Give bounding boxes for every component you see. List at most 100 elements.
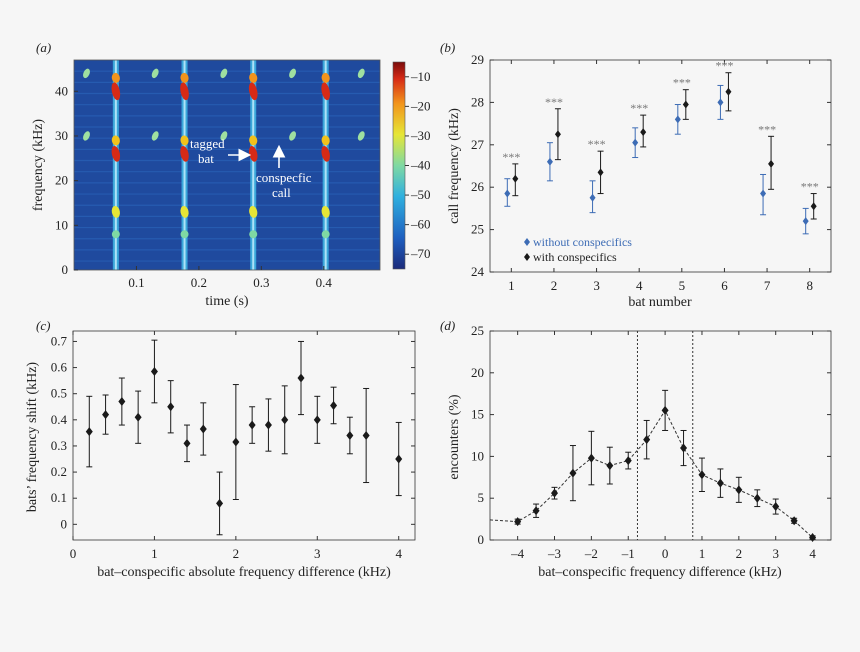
a-x-tick-label: 0.1 [128, 275, 144, 290]
significance-stars: *** [673, 76, 691, 90]
d-point [809, 532, 817, 542]
d-point [661, 405, 669, 415]
significance-stars: *** [588, 137, 606, 151]
c-point [346, 431, 354, 440]
d-point [735, 485, 743, 495]
conspecific-label-line1: conspecfic [256, 170, 312, 185]
call-harmonic-blob [111, 72, 120, 83]
c-point [216, 498, 224, 508]
call-harmonic-blob [111, 145, 121, 162]
conspecific-call-mark [357, 131, 365, 141]
colorbar-tick-label: –10 [410, 69, 431, 84]
d-y-tick-label: 20 [471, 365, 484, 380]
call-harmonic-blob [111, 82, 121, 101]
legend-label-without: without conspecifics [533, 235, 632, 249]
a-y-ticks: 0 10 20 30 40 [55, 83, 78, 277]
d-y-tick-label: 5 [478, 490, 485, 505]
call-vertical-core [324, 60, 327, 270]
a-y-tick-label: 10 [55, 217, 68, 232]
tagged-bat-label-line2: bat [198, 151, 214, 166]
c-point [362, 431, 370, 440]
call-vertical-core [114, 60, 117, 270]
d-point [753, 493, 761, 503]
b-x-tick-label: 6 [721, 278, 728, 293]
colorbar-tick-label: –30 [410, 128, 431, 143]
call-harmonic-blob [180, 82, 189, 101]
d-y-tick-label: 10 [471, 448, 484, 463]
b-ticks: 1 2 3 4 5 6 7 8 24 25 26 27 28 29 [471, 52, 831, 293]
d-x-label: bat–conspecific frequency difference (kH… [538, 565, 782, 580]
b-y-tick-label: 26 [471, 179, 485, 194]
b-x-tick-label: 8 [806, 278, 813, 293]
b-point [682, 100, 689, 109]
c-y-label: bats’ frequency shift (kHz) [25, 362, 40, 513]
b-y-label: call frequency (kHz) [447, 108, 462, 224]
conspecific-call-mark [151, 131, 159, 141]
call-harmonic-blob [180, 135, 189, 146]
c-y-tick-label: 0.2 [51, 464, 67, 479]
b-point [768, 159, 775, 168]
b-point [512, 174, 519, 183]
call-harmonic-blob [248, 82, 258, 101]
b-point [597, 168, 604, 177]
conspecific-call-mark [151, 68, 159, 79]
b-point [810, 202, 817, 211]
c-point [199, 424, 207, 434]
a-x-tick-label: 0.2 [191, 275, 207, 290]
a-y-tick-label: 0 [62, 262, 69, 277]
call-harmonic-blob [111, 135, 120, 146]
b-point [760, 189, 767, 198]
b-point [717, 98, 724, 107]
c-ticks: 0 1 2 3 4 0 0.1 0.2 0.3 0.4 0.5 0.6 0.7 [51, 331, 415, 561]
significance-stars: *** [502, 150, 520, 164]
d-point [643, 435, 651, 445]
b-point [632, 138, 639, 147]
colorbar-tick-label: –50 [410, 187, 431, 202]
d-point [698, 470, 706, 480]
b-x-tick-label: 5 [679, 278, 686, 293]
conspecific-call-mark [83, 68, 90, 79]
b-point [589, 193, 596, 202]
d-y-tick-label: 25 [471, 323, 484, 338]
significance-stars: *** [801, 180, 819, 194]
tagged-bat-label-line1: tagged [190, 136, 225, 151]
c-y-tick-label: 0.5 [51, 386, 67, 401]
call-harmonic-blob [180, 230, 189, 239]
a-x-tick-label: 0.3 [253, 275, 269, 290]
d-ticks: –4 –3 –2 –1 0 1 2 3 4 0 5 10 15 20 25 [471, 323, 831, 561]
a-y-tick-label: 40 [55, 83, 68, 98]
d-x-tick-label: 4 [809, 546, 816, 561]
a-x-tick-label: 0.4 [316, 275, 333, 290]
c-x-tick-label: 0 [70, 546, 77, 561]
c-x-tick-label: 4 [395, 546, 402, 561]
panel-c: (c) 0 1 2 3 4 0 0.1 0.2 0.3 0.4 0.5 0.6 0.7 bat–cons… [25, 318, 416, 580]
d-point [716, 478, 724, 488]
b-point [802, 217, 809, 226]
d-y-label: encounters (%) [447, 394, 462, 479]
significance-stars: *** [545, 95, 563, 109]
call-harmonic-blob [321, 205, 330, 218]
d-x-tick-label: 2 [736, 546, 743, 561]
call-harmonic-blob [249, 72, 258, 83]
a-y-label: frequency (kHz) [31, 119, 46, 211]
panel-d: (d) –4 –3 –2 –1 0 1 2 3 4 0 5 10 15 20 25 bat–conspeci… [440, 318, 832, 580]
b-x-tick-label: 4 [636, 278, 643, 293]
d-x-tick-label: –1 [621, 546, 635, 561]
c-point [313, 415, 321, 425]
call-harmonic-blob [249, 205, 258, 218]
d-point [772, 502, 780, 512]
d-point [606, 461, 614, 471]
conspecific-call-mark [220, 68, 228, 79]
c-y-tick-label: 0.1 [51, 490, 67, 505]
call-harmonic-blob [321, 72, 330, 83]
d-point [624, 456, 632, 466]
colorbar-ticks: –10 –20 –30 –40 –50 –60 –70 [405, 69, 431, 261]
call-harmonic-blob [111, 205, 120, 218]
c-y-tick-label: 0 [61, 516, 68, 531]
c-point [232, 437, 240, 447]
c-point [183, 438, 191, 448]
c-y-tick-label: 0.3 [51, 438, 67, 453]
c-x-tick-label: 3 [314, 546, 321, 561]
